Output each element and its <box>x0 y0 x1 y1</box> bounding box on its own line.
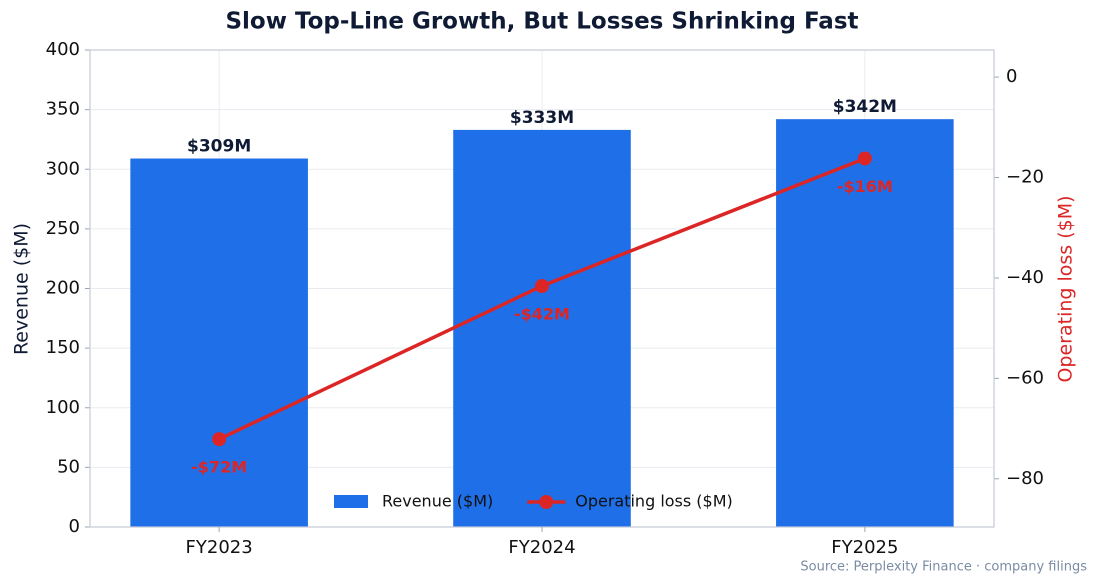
y-tick-label: 300 <box>46 158 80 179</box>
y-tick-label: 200 <box>46 278 80 299</box>
y2-tick-label: −20 <box>1006 167 1044 188</box>
y-tick-label: 350 <box>46 99 80 120</box>
x-tick-label: FY2025 <box>831 537 898 558</box>
y-tick-label: 150 <box>46 337 80 358</box>
bar <box>453 129 631 527</box>
line-value-label: -$16M <box>837 177 893 196</box>
bar <box>776 119 954 527</box>
legend-swatch-marker <box>539 495 554 509</box>
source-note: Source: Perplexity Finance · company fil… <box>800 560 1087 575</box>
y-tick-label: 250 <box>46 218 80 239</box>
y2-tick-label: −60 <box>1006 367 1044 388</box>
line-marker <box>857 151 872 166</box>
bar-value-label: $342M <box>833 97 897 117</box>
bar <box>130 158 308 527</box>
y-axis-label: Revenue ($M) <box>11 223 33 355</box>
line-marker <box>535 278 549 293</box>
line-marker <box>212 432 227 447</box>
bar-value-label: $333M <box>510 108 574 128</box>
line-value-label: -$42M <box>514 304 570 323</box>
legend-label: Revenue ($M) <box>382 492 493 511</box>
line-value-label: -$72M <box>191 458 247 477</box>
bar-value-label: $309M <box>187 137 251 157</box>
chart-title: Slow Top-Line Growth, But Losses Shrinki… <box>225 9 858 35</box>
legend-label: Operating loss ($M) <box>575 492 733 511</box>
x-tick-label: FY2024 <box>508 537 575 558</box>
y-tick-label: 0 <box>69 516 80 537</box>
y2-tick-label: −80 <box>1006 468 1044 489</box>
y2-axis-label: Operating loss ($M) <box>1055 195 1077 382</box>
y2-tick-label: 0 <box>1006 66 1017 87</box>
legend: Revenue ($M) Operating loss ($M) <box>334 492 733 511</box>
y-tick-label: 400 <box>46 39 80 60</box>
y-tick-label: 100 <box>46 397 80 418</box>
x-tick-label: FY2023 <box>186 537 253 558</box>
y-tick-label: 50 <box>57 456 80 477</box>
legend-swatch <box>334 495 368 508</box>
y2-tick-label: −40 <box>1006 267 1044 288</box>
